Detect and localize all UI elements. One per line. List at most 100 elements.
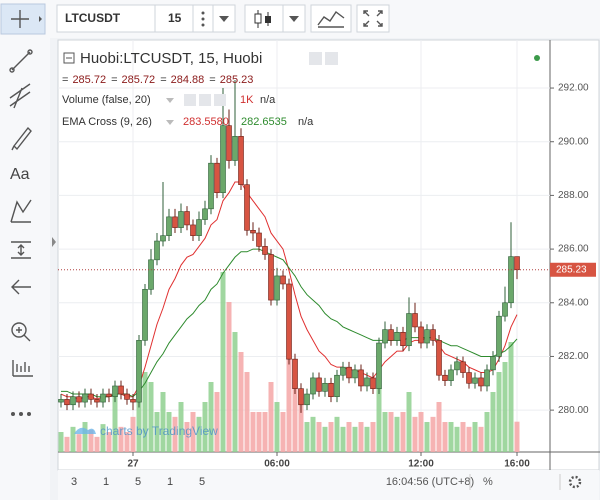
trend-line-tool[interactable]: [11, 51, 31, 71]
range-button[interactable]: 1: [167, 476, 173, 488]
chart-style-button[interactable]: [244, 4, 284, 33]
close-button[interactable]: [214, 94, 226, 106]
collapse-arrow[interactable]: [52, 237, 56, 247]
volume-bar: [424, 422, 430, 452]
y-tick-label: 288.00: [558, 190, 589, 201]
percent-toggle[interactable]: %: [483, 476, 493, 488]
volume-bar: [304, 422, 310, 452]
volume-bar: [322, 426, 328, 452]
range-button[interactable]: 5: [199, 476, 205, 488]
volume-bar: [232, 332, 238, 452]
volume-bar: [406, 392, 412, 452]
dot: [201, 17, 205, 21]
pattern-tool[interactable]: [10, 199, 32, 223]
volume-value: 1K: [240, 94, 254, 106]
x-tick-label: 27: [127, 459, 139, 470]
ohlc-separator: =: [160, 74, 166, 86]
volume-bar: [400, 412, 406, 452]
candle-body: [400, 331, 406, 347]
candle-body: [280, 275, 286, 285]
volume-bar: [484, 412, 490, 452]
fullscreen-button[interactable]: [356, 4, 390, 33]
candle-body: [124, 393, 130, 400]
interval-box[interactable]: [154, 4, 194, 33]
volume-bar: [58, 432, 64, 452]
candle-body: [220, 125, 226, 194]
measure-chart-tool[interactable]: [12, 360, 33, 377]
candle-icon: [254, 13, 262, 24]
candle-body: [202, 208, 208, 220]
volume-bar: [190, 412, 196, 452]
eye-button[interactable]: [184, 94, 196, 106]
y-tick-label: 282.00: [558, 351, 589, 362]
handle: [27, 49, 33, 55]
eye-button[interactable]: [309, 52, 322, 65]
status-dot: [534, 55, 540, 61]
candle-body: [154, 240, 160, 261]
candle-body: [406, 313, 412, 347]
volume-bar: [172, 416, 178, 452]
volume-bar: [142, 372, 148, 452]
volume-bar: [466, 426, 472, 452]
candle-body: [118, 385, 124, 395]
pitchfork-tool[interactable]: [9, 83, 31, 109]
candle-body: [478, 377, 484, 387]
candle-body: [70, 396, 76, 406]
candle-body: [418, 326, 424, 344]
candle-body: [178, 211, 184, 228]
volume-bar: [418, 412, 424, 452]
volume-bar: [280, 412, 286, 452]
symbol-box[interactable]: [56, 4, 156, 33]
candle-body: [352, 369, 358, 379]
candle-body: [316, 377, 322, 392]
candle-body: [226, 125, 232, 161]
candle-body: [460, 361, 466, 373]
candle-body: [76, 396, 82, 403]
settings-button[interactable]: [199, 94, 211, 106]
volume-bar: [472, 422, 478, 452]
candle-body: [106, 393, 112, 398]
volume-bar: [286, 352, 292, 452]
volume-bar: [76, 434, 82, 452]
volume-bar: [292, 372, 298, 452]
candle-body: [382, 329, 388, 344]
range-button[interactable]: 1: [103, 476, 109, 488]
y-tick-label: 280.00: [558, 405, 589, 416]
handle: [9, 67, 15, 73]
volume-bar: [274, 402, 280, 452]
candle-body: [412, 313, 418, 328]
back-tool[interactable]: [11, 279, 31, 295]
range-button[interactable]: 5: [135, 476, 141, 488]
volume-status: n/a: [260, 94, 276, 106]
volume-bar: [64, 436, 70, 452]
candle-body: [274, 275, 280, 301]
more-dot[interactable]: [11, 412, 15, 416]
settings-button[interactable]: [325, 52, 338, 65]
volume-bar: [208, 382, 214, 452]
volume-bar: [160, 392, 166, 452]
ohlc-value: 284.88: [171, 74, 205, 86]
candle-body: [268, 254, 274, 301]
candle-body: [244, 184, 250, 231]
dot: [201, 11, 205, 15]
range-button[interactable]: 3: [71, 476, 77, 488]
crosshair-button[interactable]: [0, 3, 46, 35]
zoom-tool[interactable]: [11, 322, 27, 338]
volume-bar: [514, 421, 520, 452]
candle-body: [490, 356, 496, 371]
volume-bar: [340, 426, 346, 452]
volume-bar: [460, 422, 466, 452]
volume-bar: [94, 436, 100, 452]
y-tick-label: 286.00: [558, 244, 589, 255]
candle-body: [148, 259, 154, 290]
text-tool[interactable]: Aa: [10, 166, 30, 183]
settings-gear[interactable]: [568, 475, 582, 489]
more-dot: [19, 412, 23, 416]
candle-body: [142, 289, 148, 341]
collapse-legend[interactable]: [63, 52, 75, 64]
candle-body: [286, 283, 292, 360]
ohlc-separator: =: [209, 74, 215, 86]
measure-tool[interactable]: [11, 241, 31, 259]
brush-tool[interactable]: [11, 126, 32, 151]
candle-body: [58, 399, 64, 403]
